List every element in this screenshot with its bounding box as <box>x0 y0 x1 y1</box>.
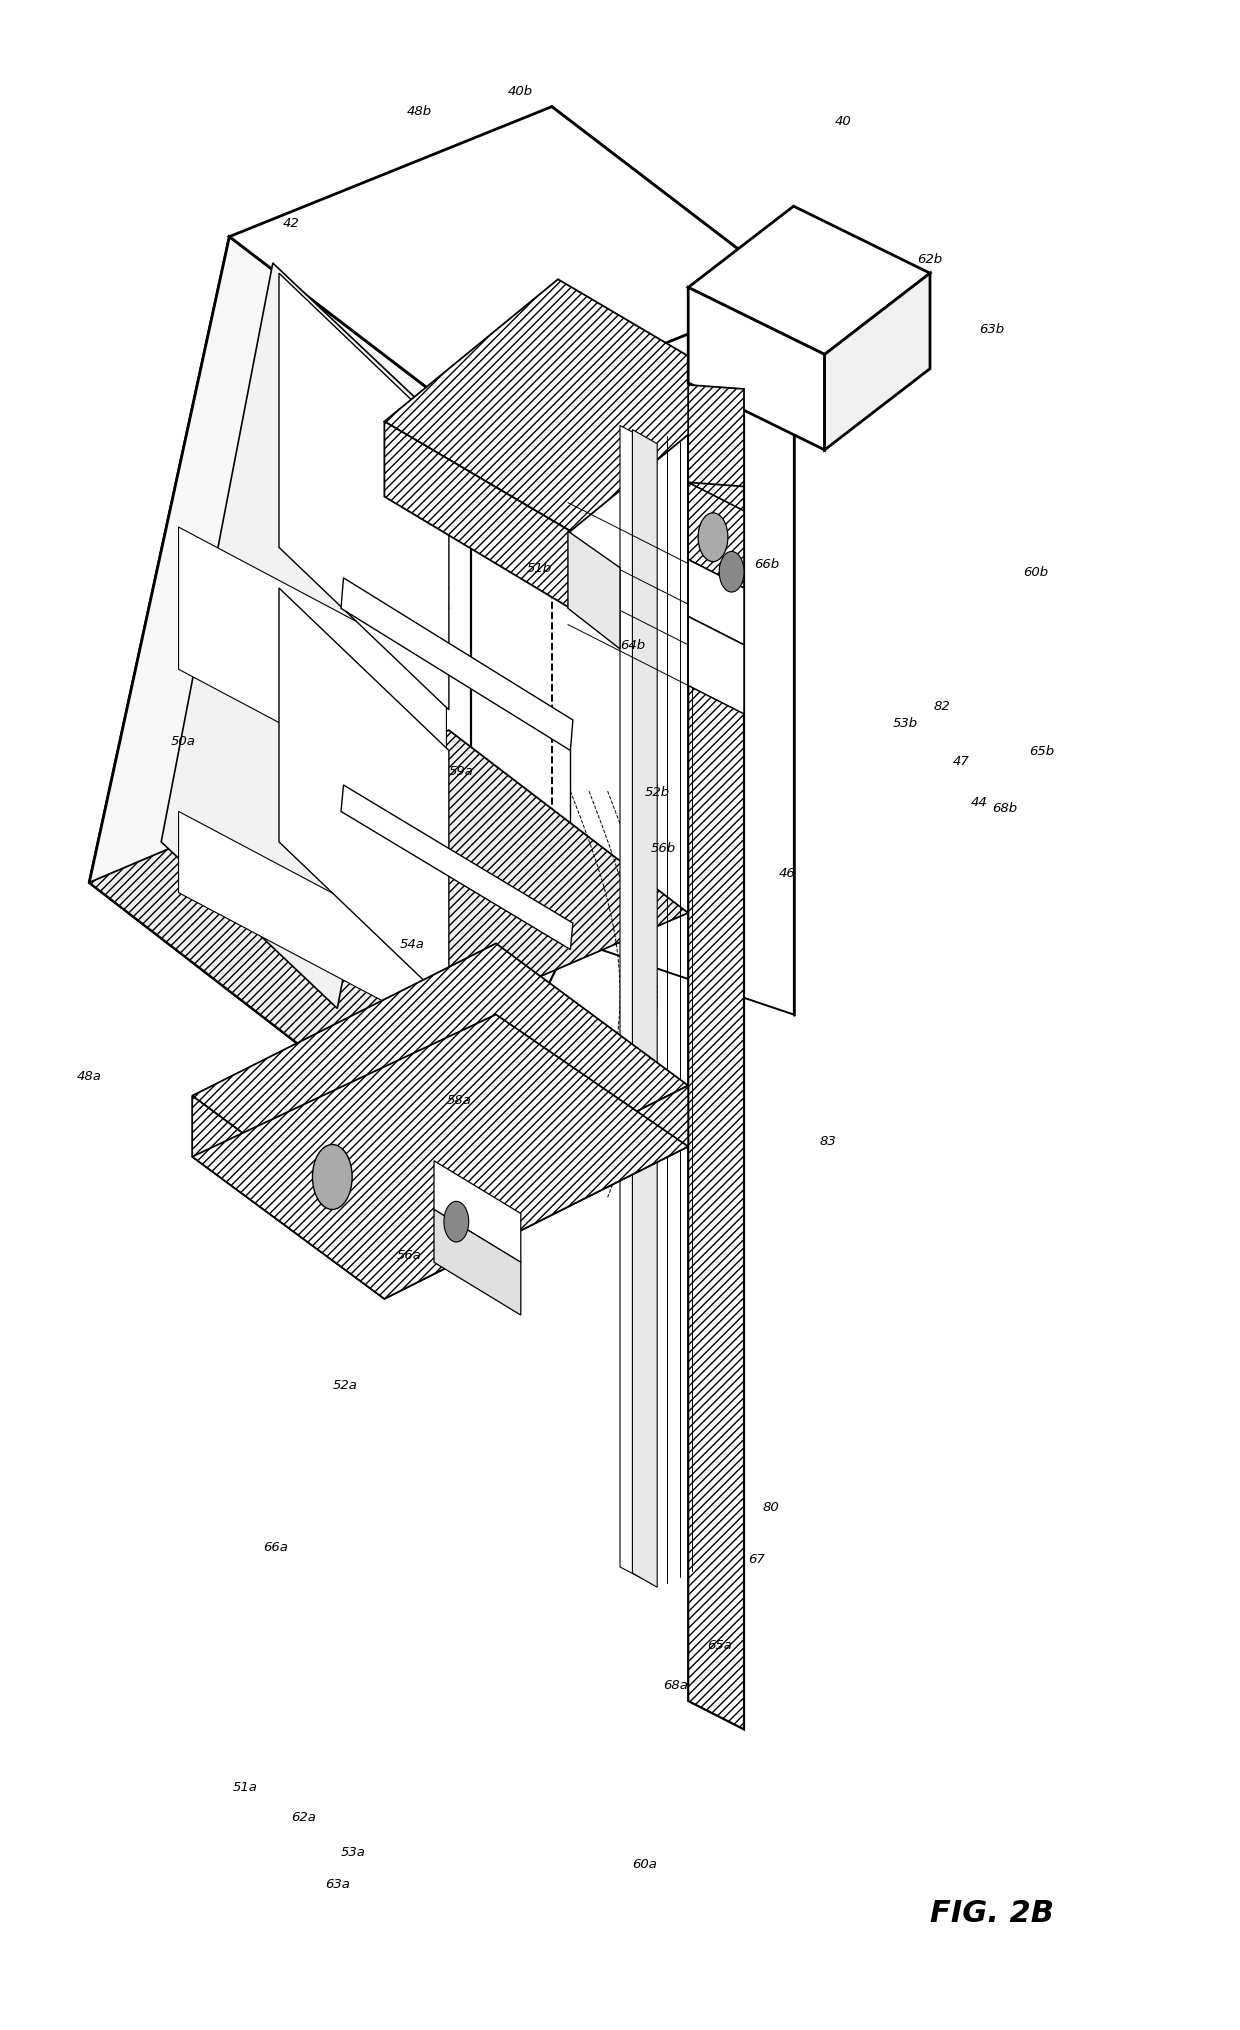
Text: 58a: 58a <box>446 1094 471 1106</box>
Text: FIG. 2B: FIG. 2B <box>930 1898 1054 1926</box>
Polygon shape <box>688 617 744 715</box>
Circle shape <box>698 514 728 562</box>
Text: 63b: 63b <box>980 323 1004 335</box>
Text: 50a: 50a <box>171 735 196 747</box>
Polygon shape <box>568 532 620 650</box>
Polygon shape <box>279 589 449 1005</box>
Polygon shape <box>688 288 825 451</box>
Polygon shape <box>620 426 651 1583</box>
Polygon shape <box>384 1086 688 1299</box>
Polygon shape <box>688 386 744 487</box>
Polygon shape <box>341 786 573 950</box>
Polygon shape <box>632 430 657 1587</box>
Text: 66b: 66b <box>754 558 779 570</box>
Polygon shape <box>192 944 688 1238</box>
Text: 52b: 52b <box>645 786 670 798</box>
Polygon shape <box>89 731 688 1068</box>
Circle shape <box>444 1202 469 1242</box>
Polygon shape <box>688 207 930 355</box>
Polygon shape <box>341 579 573 751</box>
Text: 51a: 51a <box>233 1780 258 1792</box>
Text: 48a: 48a <box>77 1070 102 1082</box>
Text: 68b: 68b <box>992 802 1017 814</box>
Polygon shape <box>434 1210 521 1315</box>
Polygon shape <box>434 1161 521 1263</box>
Text: 60b: 60b <box>1023 566 1048 579</box>
Circle shape <box>719 552 744 593</box>
Polygon shape <box>89 238 471 1068</box>
Text: 68a: 68a <box>663 1679 688 1691</box>
Text: 53b: 53b <box>893 717 918 729</box>
Polygon shape <box>192 1096 384 1299</box>
Text: 48b: 48b <box>407 106 432 118</box>
Polygon shape <box>688 560 744 646</box>
Polygon shape <box>279 274 449 710</box>
Text: 54a: 54a <box>399 938 424 950</box>
Text: 67: 67 <box>748 1553 765 1565</box>
Polygon shape <box>384 280 744 532</box>
Polygon shape <box>161 264 449 1009</box>
Text: 62a: 62a <box>291 1811 316 1823</box>
Polygon shape <box>688 386 744 1730</box>
Polygon shape <box>179 528 446 812</box>
Text: 59a: 59a <box>449 765 474 777</box>
Text: 52a: 52a <box>332 1378 357 1391</box>
Text: 46: 46 <box>779 867 796 879</box>
Text: 65b: 65b <box>1029 745 1054 757</box>
Polygon shape <box>688 483 744 589</box>
Text: 56b: 56b <box>651 842 676 855</box>
Text: 44: 44 <box>971 796 988 808</box>
Text: 47: 47 <box>952 755 970 767</box>
Text: 82: 82 <box>934 700 951 713</box>
Text: 60a: 60a <box>632 1857 657 1870</box>
Text: 83: 83 <box>820 1135 837 1147</box>
Polygon shape <box>229 108 794 422</box>
Text: 56a: 56a <box>397 1248 422 1261</box>
Text: 62b: 62b <box>918 254 942 266</box>
Text: 66a: 66a <box>263 1541 288 1553</box>
Circle shape <box>312 1145 352 1210</box>
Polygon shape <box>825 274 930 451</box>
Text: 65a: 65a <box>707 1638 732 1650</box>
Text: 64b: 64b <box>620 639 645 652</box>
Polygon shape <box>192 1015 688 1299</box>
Text: 40b: 40b <box>508 85 533 97</box>
Text: 80: 80 <box>763 1500 780 1512</box>
Polygon shape <box>179 812 446 1035</box>
Text: 51b: 51b <box>527 562 552 574</box>
Polygon shape <box>384 422 570 609</box>
Text: 53a: 53a <box>341 1845 366 1857</box>
Text: 40: 40 <box>835 116 852 128</box>
Text: 63a: 63a <box>325 1878 350 1890</box>
Text: 42: 42 <box>283 217 300 229</box>
